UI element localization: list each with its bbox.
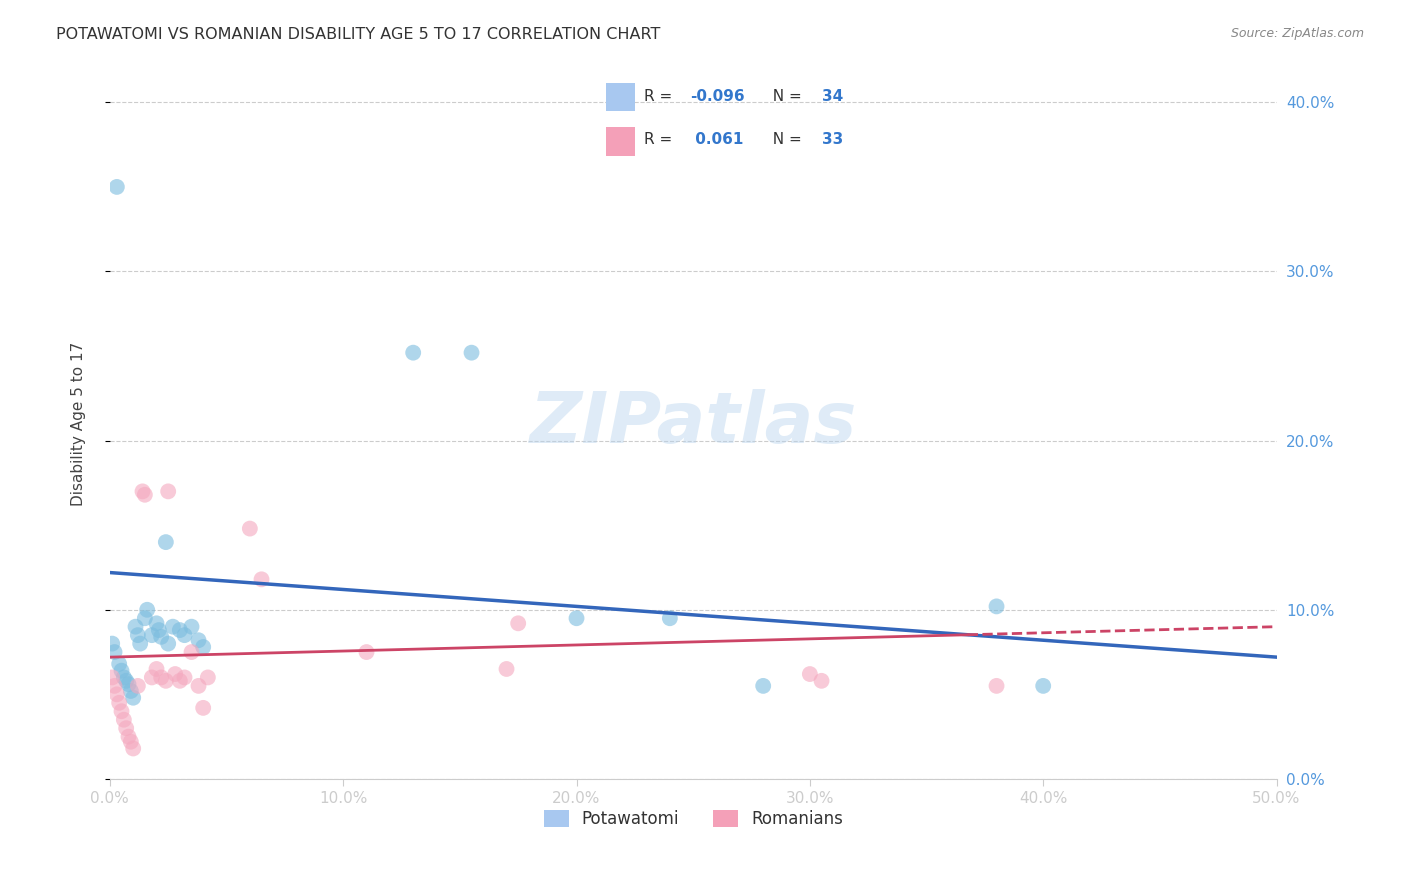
Point [157, 637, 180, 651]
Point [197, 670, 219, 684]
Point [134, 611, 156, 625]
Point [127, 679, 149, 693]
Point [565, 611, 588, 625]
Text: Source: ZipAtlas.com: Source: ZipAtlas.com [1230, 27, 1364, 40]
Point [1032, 679, 1054, 693]
Point [460, 345, 482, 359]
Point [105, 687, 128, 701]
Point [101, 637, 124, 651]
Point [115, 673, 138, 688]
Point [495, 662, 517, 676]
Point [141, 670, 163, 684]
Point [986, 679, 1008, 693]
Point [810, 673, 832, 688]
Point [169, 673, 191, 688]
Point [752, 679, 775, 693]
Point [101, 670, 124, 684]
Point [131, 484, 153, 499]
Point [155, 535, 177, 549]
Point [122, 690, 145, 705]
Point [110, 704, 132, 718]
Text: ZIPatlas: ZIPatlas [530, 389, 856, 458]
Point [150, 670, 173, 684]
Point [658, 611, 681, 625]
Point [141, 628, 163, 642]
Point [117, 677, 139, 691]
Point [356, 645, 378, 659]
Point [799, 667, 821, 681]
Text: POTAWATOMI VS ROMANIAN DISABILITY AGE 5 TO 17 CORRELATION CHART: POTAWATOMI VS ROMANIAN DISABILITY AGE 5 … [56, 27, 661, 42]
Y-axis label: Disability Age 5 to 17: Disability Age 5 to 17 [72, 342, 86, 506]
Point [134, 488, 156, 502]
Legend: Potawatomi, Romanians: Potawatomi, Romanians [537, 803, 849, 835]
Point [193, 640, 215, 654]
Point [105, 180, 128, 194]
Point [124, 620, 146, 634]
Point [110, 664, 132, 678]
Point [250, 572, 273, 586]
Point [120, 735, 142, 749]
Point [115, 721, 138, 735]
Point [145, 616, 167, 631]
Point [117, 730, 139, 744]
Point [508, 616, 530, 631]
Point [145, 662, 167, 676]
Point [112, 713, 135, 727]
Point [127, 628, 149, 642]
Point [193, 701, 215, 715]
Point [165, 667, 187, 681]
Point [150, 630, 173, 644]
Point [239, 522, 262, 536]
Point [173, 628, 195, 642]
Point [103, 645, 125, 659]
Point [112, 670, 135, 684]
Point [180, 620, 202, 634]
Point [108, 657, 131, 671]
Point [187, 679, 209, 693]
Point [162, 620, 184, 634]
Point [169, 623, 191, 637]
Point [173, 670, 195, 684]
Point [122, 741, 145, 756]
Point [108, 696, 131, 710]
Point [986, 599, 1008, 614]
Point [187, 633, 209, 648]
Point [402, 345, 425, 359]
Point [120, 684, 142, 698]
Point [155, 673, 177, 688]
Point [129, 637, 152, 651]
Point [103, 679, 125, 693]
Point [157, 484, 180, 499]
Point [148, 623, 170, 637]
Point [136, 603, 159, 617]
Point [180, 645, 202, 659]
